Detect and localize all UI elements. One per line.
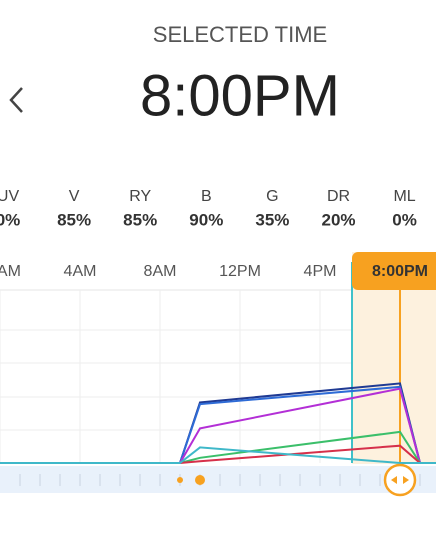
x-tick-label: 12PM — [219, 263, 261, 280]
selected-label: 8:00PM — [372, 263, 428, 280]
x-tick-label: 4AM — [64, 263, 97, 280]
selected-tab — [352, 252, 436, 290]
channel-name: ML — [393, 188, 415, 205]
channel-value: 20% — [321, 210, 355, 229]
channel-name: RY — [129, 188, 151, 205]
selected-time: 8:00PM — [140, 63, 340, 128]
back-button[interactable] — [9, 87, 23, 113]
handle-arrows — [391, 476, 409, 484]
channel-name: V — [69, 188, 80, 205]
x-tick-label: 4PM — [304, 263, 337, 280]
channel-name: B — [201, 188, 212, 205]
channel-list: UV 0% V 85% RY 85% B 90% G 35% DR 20% ML 0% — [0, 188, 417, 229]
channel-name: UV — [0, 188, 19, 205]
channel-value: 85% — [123, 210, 157, 229]
channel-value: 0% — [392, 210, 417, 229]
event-dot — [177, 477, 183, 483]
chart: 12AM 4AM 8AM 12PM 4PM 8:00PM — [0, 252, 436, 497]
x-tick-label: 12AM — [0, 263, 21, 280]
channel-name: DR — [327, 188, 350, 205]
channel-value: 90% — [189, 210, 223, 229]
x-tick-label: 8AM — [144, 263, 177, 280]
scroll-handle[interactable] — [383, 463, 417, 497]
series-line — [0, 446, 436, 464]
channel-value: 35% — [255, 210, 289, 229]
header-label: SELECTED TIME — [153, 22, 327, 47]
channel-value: 85% — [57, 210, 91, 229]
channel-value: 0% — [0, 210, 20, 229]
event-dot — [195, 475, 205, 485]
scroller — [0, 466, 436, 493]
channel-name: G — [266, 188, 278, 205]
